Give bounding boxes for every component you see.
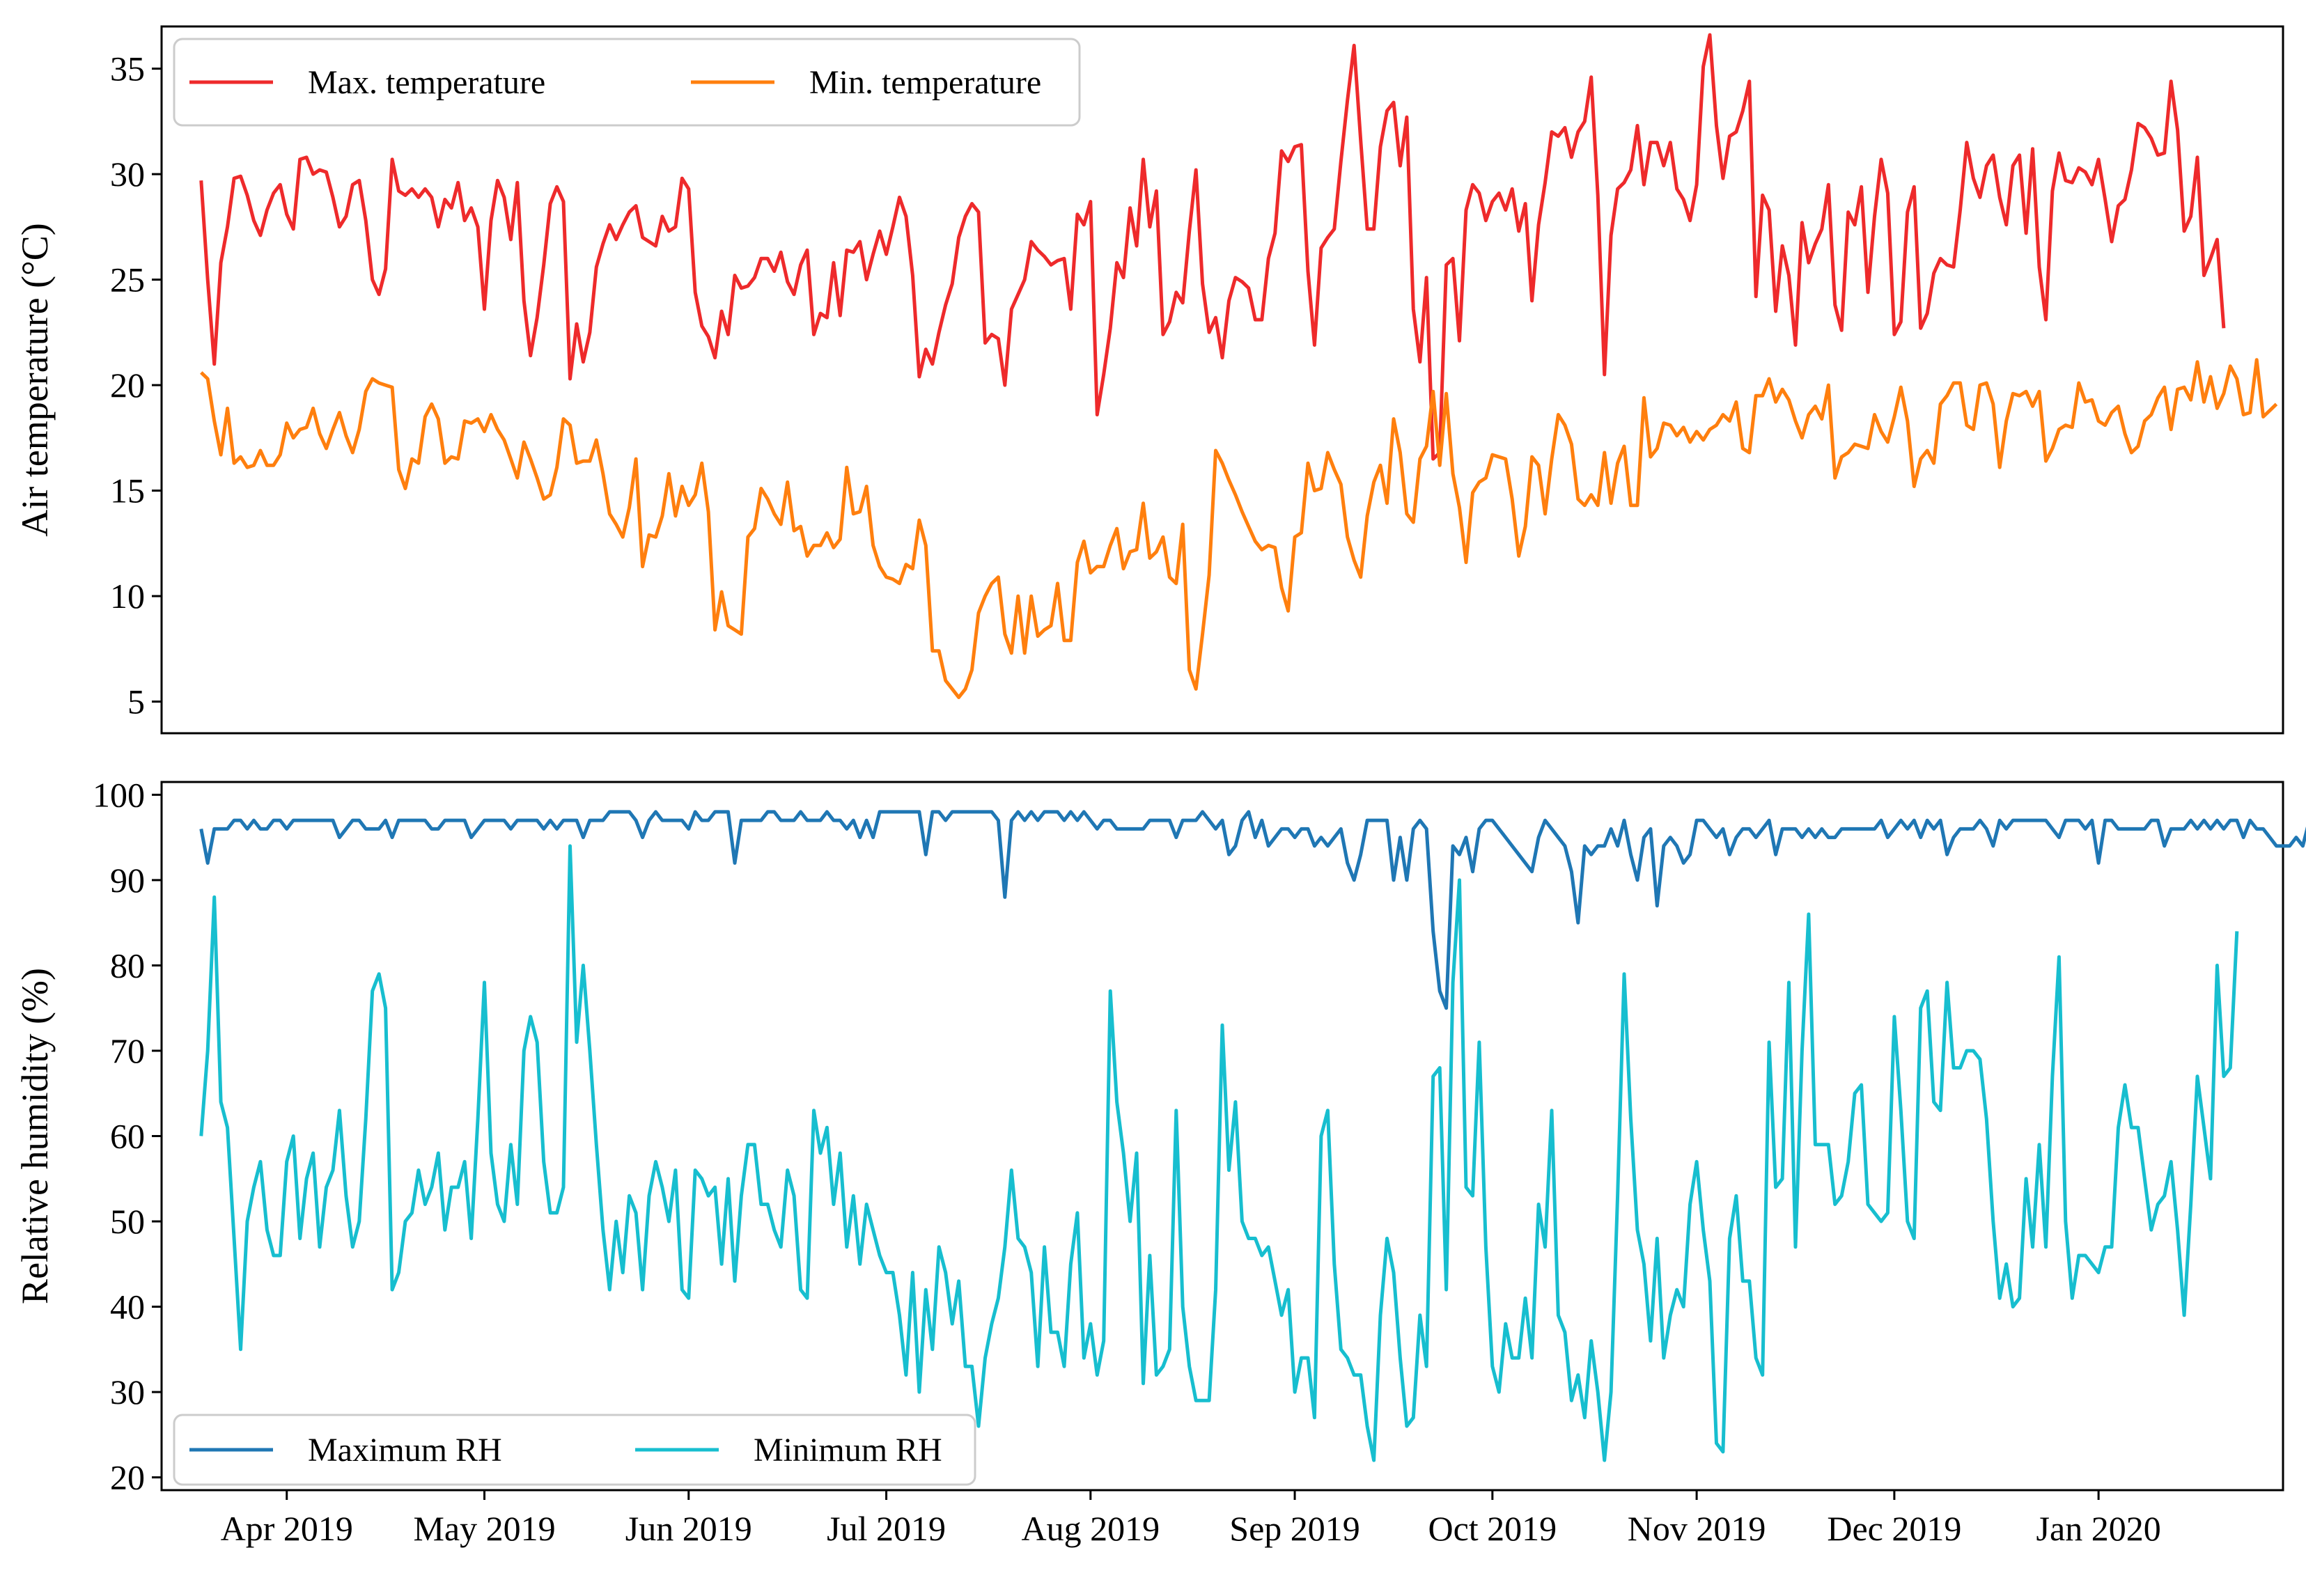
legend-box [173,38,1081,127]
series-line-min-temperature [200,358,2278,699]
series-line-minimum-rh [199,844,2239,1462]
legend-label: Max. temperature [308,64,545,101]
x-tick-label: Jun 2019 [625,1509,752,1548]
y-tick-label: 30 [110,1372,145,1411]
y-tick-label: 25 [110,260,145,299]
legend: Maximum RH Minimum RH [173,1414,976,1486]
series-line-max-temperature [199,33,2226,461]
y-tick-label: 80 [110,946,145,985]
y-tick-label: 30 [110,155,145,194]
x-tick-label: Jan 2020 [2036,1509,2161,1548]
y-tick-label: 35 [110,49,145,88]
y-tick-label: 60 [110,1117,145,1156]
x-tick-label: Dec 2019 [1827,1509,1961,1548]
y-tick-label: 90 [110,861,145,900]
y-tick-label: 20 [110,1458,145,1497]
y-tick-label: 10 [110,577,145,616]
y-tick-label: 40 [110,1288,145,1327]
y-tick-label: 50 [110,1202,145,1241]
temperature-plot-frame [160,25,2284,735]
temperature-panel: 5 10 15 20 25 30 35 Air temperature (°C) Max. te… [14,25,2284,735]
x-tick-label: Oct 2019 [1428,1509,1557,1548]
x-tick-label: Sep 2019 [1229,1509,1360,1548]
y-tick-label: 15 [110,471,145,510]
x-tick-label: May 2019 [413,1509,555,1548]
legend: Max. temperature Min. temperature [173,38,1081,127]
y-tick-label: 70 [110,1031,145,1070]
x-tick-label: Nov 2019 [1628,1509,1766,1548]
y-axis-label: Relative humidity (%) [14,968,56,1304]
x-tick-label: Jul 2019 [827,1509,946,1548]
y-tick-label: 100 [93,775,145,814]
y-axis-label: Air temperature (°C) [14,223,56,536]
y-tick-label: 20 [110,366,145,405]
x-tick-label: Apr 2019 [221,1509,353,1548]
humidity-panel: 20 30 40 50 60 70 80 90 100 Relative humidity (%)… [14,775,2306,1548]
legend-box [173,1414,976,1486]
series-line-maximum-rh [199,810,2306,1010]
humidity-plot-frame [160,781,2284,1492]
legend-label: Minimum RH [754,1432,942,1469]
x-tick-label: Aug 2019 [1022,1509,1160,1548]
legend-label: Maximum RH [308,1432,502,1469]
y-tick-label: 5 [127,682,145,721]
legend-label: Min. temperature [809,64,1041,101]
